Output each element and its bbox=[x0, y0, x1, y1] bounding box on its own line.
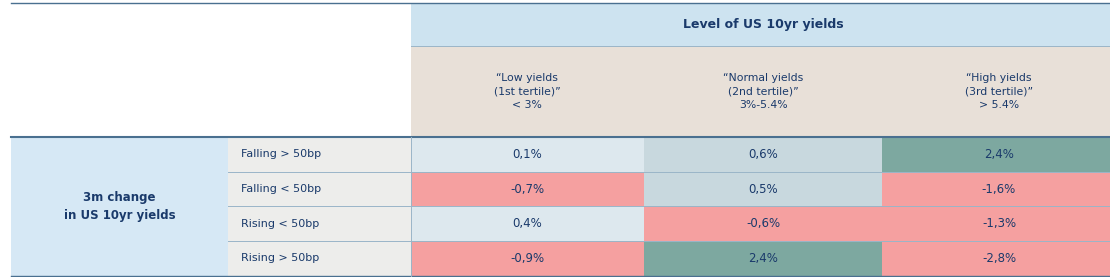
Bar bbox=[644, 241, 882, 276]
Bar bbox=[411, 241, 644, 276]
Text: 0,6%: 0,6% bbox=[748, 148, 778, 161]
Bar bbox=[411, 206, 644, 241]
Text: 3m change
in US 10yr yields: 3m change in US 10yr yields bbox=[63, 191, 175, 222]
Bar bbox=[411, 137, 644, 172]
Text: Falling < 50bp: Falling < 50bp bbox=[241, 184, 321, 194]
Bar bbox=[882, 206, 1110, 241]
Text: 0,5%: 0,5% bbox=[748, 183, 778, 196]
Bar bbox=[644, 206, 882, 241]
Text: Rising > 50bp: Rising > 50bp bbox=[241, 253, 319, 263]
Bar bbox=[411, 46, 1110, 137]
Bar bbox=[228, 137, 411, 172]
Text: -1,6%: -1,6% bbox=[982, 183, 1016, 196]
Text: 0,1%: 0,1% bbox=[513, 148, 542, 161]
Text: “Low yields
(1st tertile)”
< 3%: “Low yields (1st tertile)” < 3% bbox=[494, 73, 561, 110]
Bar bbox=[644, 172, 882, 206]
Bar bbox=[411, 3, 1110, 46]
Text: “High yields
(3rd tertile)”
> 5.4%: “High yields (3rd tertile)” > 5.4% bbox=[965, 73, 1033, 110]
Text: Falling > 50bp: Falling > 50bp bbox=[241, 149, 321, 160]
Text: Rising < 50bp: Rising < 50bp bbox=[241, 219, 319, 229]
Text: -0,7%: -0,7% bbox=[511, 183, 544, 196]
Text: -2,8%: -2,8% bbox=[982, 252, 1016, 265]
Bar bbox=[228, 206, 411, 241]
Text: 0,4%: 0,4% bbox=[513, 217, 542, 230]
Text: “Normal yields
(2nd tertile)”
3%-5.4%: “Normal yields (2nd tertile)” 3%-5.4% bbox=[723, 73, 804, 110]
Text: 2,4%: 2,4% bbox=[748, 252, 778, 265]
Text: -1,3%: -1,3% bbox=[982, 217, 1016, 230]
Bar bbox=[228, 172, 411, 206]
Bar bbox=[228, 241, 411, 276]
Bar bbox=[411, 172, 644, 206]
Bar bbox=[11, 137, 228, 276]
Text: -0,9%: -0,9% bbox=[511, 252, 544, 265]
Text: Level of US 10yr yields: Level of US 10yr yields bbox=[683, 18, 844, 31]
Text: 2,4%: 2,4% bbox=[985, 148, 1013, 161]
Text: -0,6%: -0,6% bbox=[746, 217, 780, 230]
Bar bbox=[882, 137, 1110, 172]
Bar bbox=[882, 241, 1110, 276]
Bar bbox=[644, 137, 882, 172]
Bar bbox=[882, 172, 1110, 206]
